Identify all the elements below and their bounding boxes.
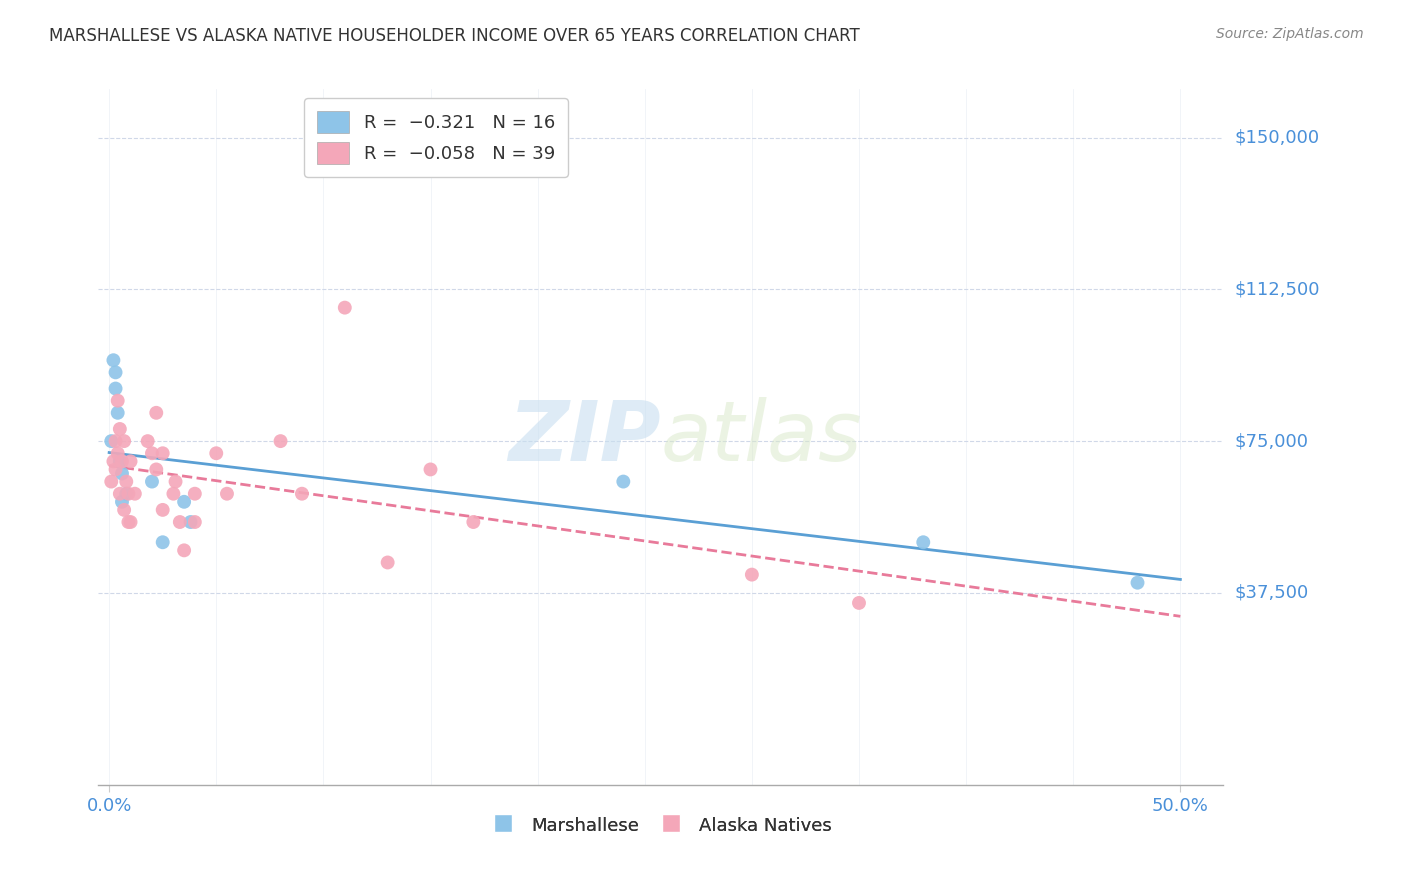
Point [141,446,163,460]
Point [741,567,763,582]
Point [145,462,167,476]
Point [270,434,292,449]
Point [107,446,129,460]
Point [173,543,195,558]
Point [136,434,159,449]
Point [107,393,129,408]
Point [1126,575,1149,590]
Point [184,515,207,529]
Point [173,495,195,509]
Point [111,495,134,509]
Text: atlas: atlas [661,397,862,477]
Point [120,515,142,529]
Point [184,486,207,500]
Point [104,365,127,379]
Point [141,475,163,489]
Text: $112,500: $112,500 [1234,280,1320,299]
Point [112,434,135,449]
Point [291,486,314,500]
Point [117,486,139,500]
Point [145,406,167,420]
Point [162,486,184,500]
Point [169,515,191,529]
Legend: Marshallese, Alaska Natives: Marshallese, Alaska Natives [481,805,841,846]
Point [103,454,125,468]
Point [104,434,127,449]
Point [108,486,131,500]
Point [612,475,634,489]
Point [104,462,127,476]
Point [205,446,228,460]
Point [107,406,129,420]
Point [104,382,127,396]
Point [100,434,122,449]
Text: $150,000: $150,000 [1234,128,1319,147]
Point [215,486,238,500]
Text: MARSHALLESE VS ALASKA NATIVE HOUSEHOLDER INCOME OVER 65 YEARS CORRELATION CHART: MARSHALLESE VS ALASKA NATIVE HOUSEHOLDER… [49,27,860,45]
Point [848,596,870,610]
Point [108,454,131,468]
Point [117,515,139,529]
Point [180,515,202,529]
Point [108,422,131,436]
Point [152,535,174,549]
Text: Source: ZipAtlas.com: Source: ZipAtlas.com [1216,27,1364,41]
Point [120,454,142,468]
Point [100,475,122,489]
Point [463,515,485,529]
Point [124,486,146,500]
Point [111,454,134,468]
Point [912,535,935,549]
Point [115,486,138,500]
Point [152,446,174,460]
Point [419,462,441,476]
Point [111,467,134,481]
Point [165,475,187,489]
Text: $75,000: $75,000 [1234,432,1309,450]
Point [152,503,174,517]
Point [115,475,138,489]
Point [112,503,135,517]
Point [103,353,125,368]
Text: ZIP: ZIP [508,397,661,477]
Text: $37,500: $37,500 [1234,584,1309,602]
Point [333,301,356,315]
Point [377,556,399,570]
